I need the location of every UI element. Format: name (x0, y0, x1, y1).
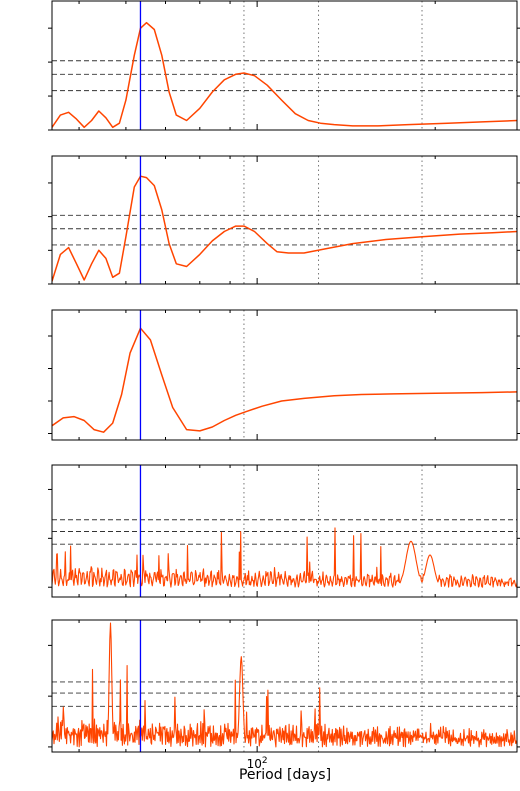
series-line (52, 327, 517, 433)
axes-frame (51, 619, 518, 753)
panel (48, 464, 520, 598)
series-line (52, 21, 517, 129)
axes-frame (51, 0, 518, 131)
series-line (52, 175, 517, 282)
series-line (52, 527, 517, 588)
panel (48, 155, 520, 285)
panel (48, 309, 520, 441)
axes-frame (51, 155, 518, 285)
x-axis-label: Period [days] (239, 767, 331, 783)
series-line (52, 622, 517, 748)
axes-frame (51, 309, 518, 441)
panel (48, 0, 520, 131)
axes-frame (51, 464, 518, 598)
panel: 102 (48, 619, 520, 771)
